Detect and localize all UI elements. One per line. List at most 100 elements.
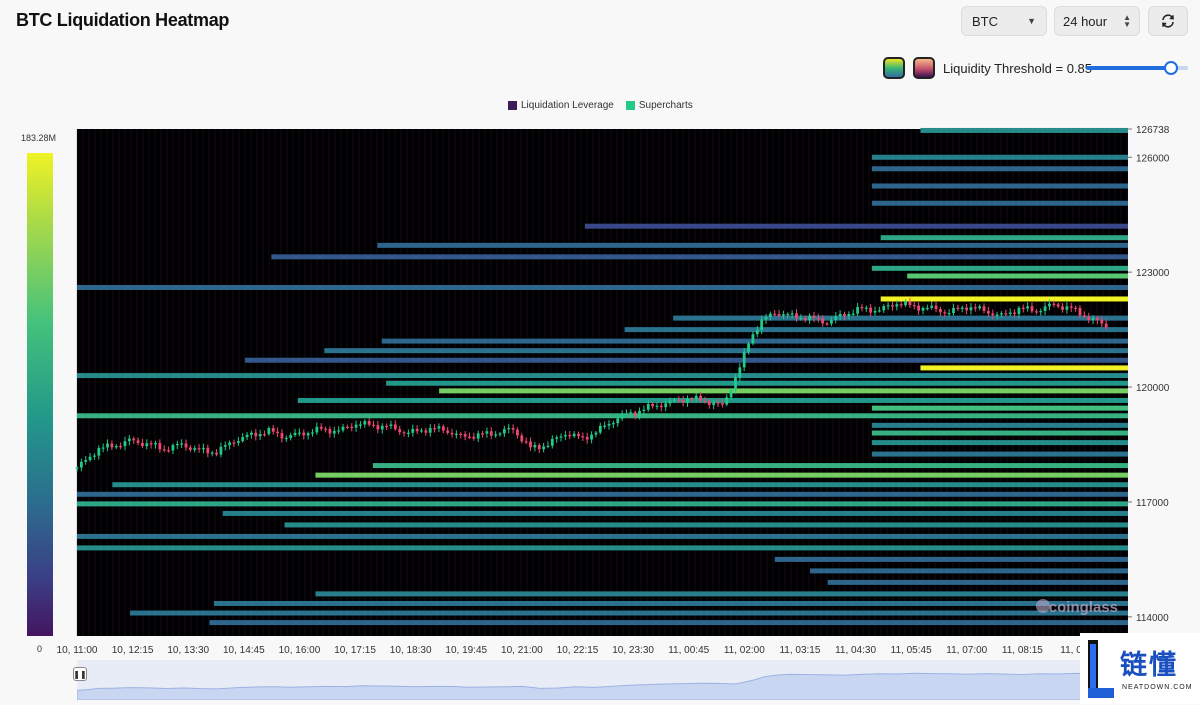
candle-body (555, 437, 559, 439)
candle-body (302, 432, 306, 436)
range-navigator[interactable] (76, 660, 1129, 701)
liquidation-band (372, 463, 1128, 469)
candle-body (141, 442, 144, 447)
candle-body (263, 434, 266, 436)
candle-body (363, 420, 367, 425)
magma-palette-button[interactable] (913, 57, 935, 79)
liquidation-band (871, 265, 1128, 271)
candle-body (136, 440, 140, 443)
candle-body (917, 305, 921, 311)
candle-body (97, 447, 101, 456)
threshold-slider-rest[interactable] (1176, 66, 1188, 70)
candle-body (847, 314, 851, 317)
candle-body (564, 435, 567, 437)
candle-body (324, 428, 327, 430)
candle-body (760, 319, 764, 331)
candle-body (908, 301, 912, 306)
candle-body (289, 435, 293, 438)
candle-body (1074, 307, 1078, 309)
liquidation-band (920, 127, 1128, 133)
candle-body (703, 400, 707, 402)
candle-body (777, 314, 781, 316)
x-tick-label: 11, 04:30 (835, 645, 876, 656)
liquidation-band (673, 315, 1128, 321)
refresh-button[interactable] (1148, 6, 1188, 36)
liquidation-band (584, 223, 1128, 229)
liquidation-band (77, 533, 1128, 539)
x-tick-label: 11, 07:00 (946, 645, 987, 656)
candle-body (494, 434, 498, 436)
candle-body (812, 315, 816, 318)
candle-body (1039, 311, 1043, 313)
candle-body (154, 443, 157, 445)
candle-body (816, 317, 820, 320)
candle-body (930, 305, 934, 308)
candle-body (690, 398, 694, 400)
viridis-palette-button[interactable] (883, 57, 905, 79)
candle-body (659, 405, 663, 408)
period-select-value: 24 hour (1063, 13, 1108, 29)
candle-body (729, 389, 733, 398)
candle-body (747, 343, 750, 352)
candle-body (489, 431, 493, 436)
candle-body (782, 314, 785, 316)
candle-body (686, 398, 689, 403)
liquidation-band (244, 357, 1129, 363)
candle-body (642, 409, 646, 411)
candle-body (271, 428, 275, 432)
threshold-slider-handle[interactable] (1164, 61, 1178, 75)
candle-body (516, 429, 519, 436)
site-logo-icon (1088, 639, 1114, 698)
y-tick-label: 114000 (1136, 613, 1169, 624)
x-tick-label: 10, 14:45 (223, 645, 265, 656)
candle-body (712, 402, 716, 405)
candle-body (498, 433, 502, 435)
candle-body (834, 316, 838, 320)
candle-body (790, 313, 794, 315)
candle-body (354, 424, 358, 428)
legend-item-liquidation-leverage[interactable]: Liquidation Leverage (508, 100, 614, 111)
candle-body (939, 309, 942, 313)
candle-body (407, 432, 410, 434)
liquidation-band (381, 338, 1129, 344)
candle-body (633, 412, 637, 416)
candle-body (864, 307, 868, 309)
candle-body (1021, 307, 1025, 309)
candle-body (581, 436, 585, 438)
liquidation-band (880, 235, 1128, 241)
candle-body (284, 437, 288, 440)
candle-body (1082, 315, 1086, 317)
x-tick-label: 10, 18:30 (390, 645, 432, 656)
candle-body (1052, 303, 1056, 305)
candle-body (184, 443, 188, 448)
candle-body (511, 428, 515, 430)
candle-body (520, 435, 524, 442)
liquidation-band (213, 600, 1128, 606)
liquidation-band (129, 610, 1129, 616)
candle-body (856, 307, 859, 314)
candle-body (764, 316, 768, 320)
pause-icon[interactable]: ❚❚ (73, 667, 87, 681)
legend-item-supercharts[interactable]: Supercharts (625, 100, 693, 111)
candle-body (167, 450, 170, 452)
candle-body (991, 313, 995, 316)
candle-body (773, 313, 777, 315)
candle-body (925, 307, 929, 310)
candle-body (385, 425, 389, 428)
x-tick-label: 10, 17:15 (334, 645, 376, 656)
candle-body (398, 429, 402, 433)
symbol-select[interactable]: BTC ▼ (961, 6, 1047, 36)
candle-body (978, 306, 982, 309)
liquidation-band (827, 579, 1128, 585)
threshold-slider-track[interactable] (1086, 66, 1176, 70)
candle-body (638, 410, 641, 416)
candle-body (891, 305, 894, 307)
candle-body (738, 367, 742, 378)
candle-body (306, 433, 310, 436)
candle-body (319, 426, 323, 429)
candle-body (786, 314, 790, 316)
liquidation-band (871, 422, 1128, 428)
heatmap-chart[interactable]: coinglass 126738 126000 123000 120000 117000 1… (0, 0, 1200, 660)
x-tick-label: 10, 13:30 (167, 645, 209, 656)
period-select[interactable]: 24 hour ▲ ▼ (1054, 6, 1140, 36)
